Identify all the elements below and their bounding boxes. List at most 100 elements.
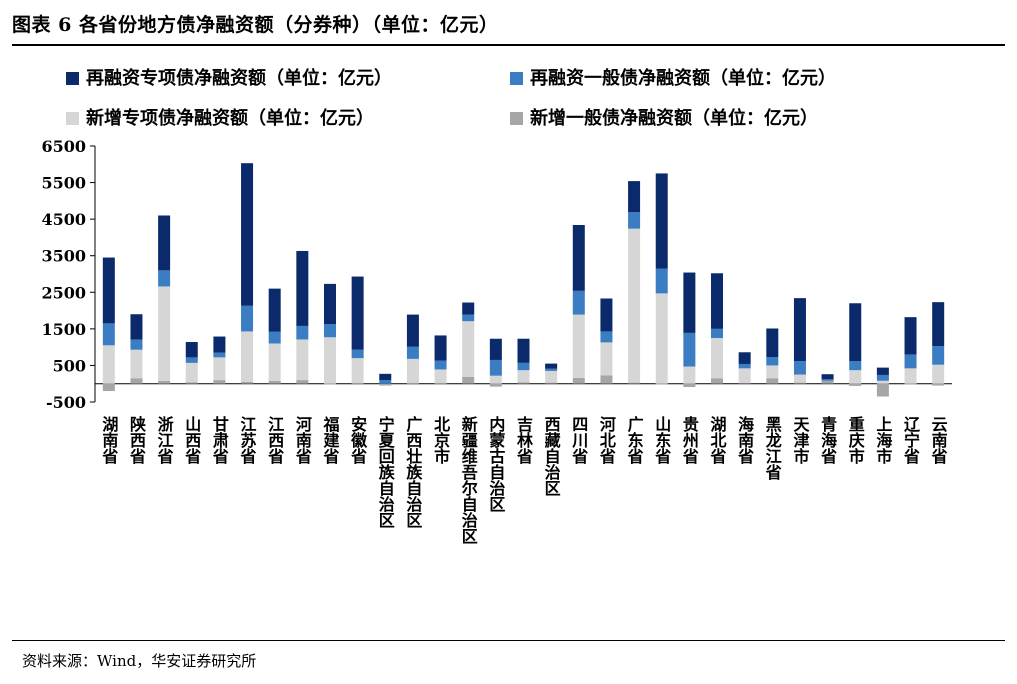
bar-segment xyxy=(379,380,392,384)
bar-segment xyxy=(849,303,862,362)
x-category-label: 山东省 xyxy=(652,416,672,465)
bar-segment xyxy=(434,369,447,384)
bar-segment xyxy=(904,383,917,385)
bar-segment xyxy=(462,314,475,322)
x-category-label: 上海市 xyxy=(873,416,892,465)
bar-segment xyxy=(158,380,171,384)
y-axis: 6500 5500 4500 3500 2500 1500 500 -500 xyxy=(41,137,96,412)
bar-segment xyxy=(213,336,226,353)
bar-segment xyxy=(268,288,281,332)
x-category-label: 西藏自治区 xyxy=(542,416,561,496)
source-note: 资料来源：Wind，华安证券研究所 xyxy=(22,652,257,670)
bar-area xyxy=(95,163,952,397)
bar-segment xyxy=(628,228,641,383)
y-tick-label: 3500 xyxy=(41,247,86,266)
x-category-label: 宁夏回族自治区 xyxy=(376,415,396,528)
bar-segment xyxy=(628,382,641,384)
bar-segment xyxy=(876,367,889,375)
bar-segment xyxy=(932,364,945,384)
bar-segment xyxy=(102,383,115,392)
y-tick-label: 1500 xyxy=(41,320,86,339)
bar-segment xyxy=(158,286,171,381)
x-category-label: 河北省 xyxy=(597,415,617,465)
bar-segment xyxy=(572,314,585,378)
bar-segment xyxy=(572,224,585,291)
bar-segment xyxy=(572,377,585,384)
bar-segment xyxy=(241,331,254,382)
bar-segment xyxy=(185,362,198,383)
bar-segment xyxy=(296,325,309,340)
x-category-label: 广东省 xyxy=(625,415,645,465)
bar-segment xyxy=(406,358,419,384)
bar-segment xyxy=(821,380,834,384)
bar-segment xyxy=(876,380,889,384)
bar-segment xyxy=(821,379,834,381)
bar-segment xyxy=(711,273,724,329)
bar-segment xyxy=(241,163,254,306)
bar-segment xyxy=(849,370,862,384)
bar-segment xyxy=(241,305,254,332)
bar-segment xyxy=(683,332,696,367)
bar-segment xyxy=(130,378,143,384)
x-category-label: 北京市 xyxy=(431,416,450,465)
bar-segment xyxy=(158,215,171,271)
bar-segment xyxy=(849,383,862,386)
bar-segment xyxy=(655,173,668,269)
x-category-label: 吉林省 xyxy=(514,415,534,465)
bar-segment xyxy=(517,370,530,383)
bar-segment xyxy=(683,366,696,384)
x-category-label: 天津市 xyxy=(790,416,809,465)
x-category-label: 贵州省 xyxy=(680,415,700,465)
bar-segment xyxy=(766,365,779,379)
chart-legend: 再融资专项债净融资额（单位：亿元） 再融资一般债净融资额（单位：亿元） 新增专项债净… xyxy=(66,67,836,129)
y-tick-label: -500 xyxy=(46,393,86,412)
stacked-bar-chart: 再融资专项债净融资额（单位：亿元） 再融资一般债净融资额（单位：亿元） 新增专项债净… xyxy=(41,67,952,544)
x-category-label: 重庆市 xyxy=(846,415,866,465)
bar-segment xyxy=(323,337,336,384)
bar-segment xyxy=(545,382,558,384)
bar-segment xyxy=(793,361,806,375)
bar-segment xyxy=(213,380,226,384)
bar-segment xyxy=(932,346,945,365)
legend-swatch xyxy=(510,72,523,85)
bar-segment xyxy=(434,335,447,361)
bar-segment xyxy=(545,370,558,383)
bar-segment xyxy=(572,290,585,315)
bar-segment xyxy=(462,376,475,384)
legend-label: 再融资一般债净融资额（单位：亿元） xyxy=(530,67,836,89)
bar-segment xyxy=(517,338,530,363)
bar-segment xyxy=(462,321,475,377)
x-category-label: 江西省 xyxy=(265,416,285,465)
bar-segment xyxy=(738,352,751,364)
x-category-label: 浙江省 xyxy=(155,415,175,465)
bar-segment xyxy=(876,374,889,381)
bar-segment xyxy=(932,302,945,347)
bar-segment xyxy=(379,373,392,381)
x-category-label: 山西省 xyxy=(182,416,202,465)
y-tick-label: 4500 xyxy=(41,210,86,229)
x-category-label: 湖北省 xyxy=(708,416,728,465)
legend-label: 新增一般债净融资额（单位：亿元） xyxy=(530,107,818,129)
bar-segment xyxy=(766,357,779,366)
y-tick-label: 500 xyxy=(53,356,86,375)
bar-segment xyxy=(683,272,696,333)
bar-segment xyxy=(268,380,281,384)
x-category-label: 广西壮族自治区 xyxy=(403,415,422,528)
bar-segment xyxy=(904,354,917,369)
bar-segment xyxy=(213,352,226,358)
bar-segment xyxy=(766,328,779,358)
bar-segment xyxy=(821,374,834,380)
bar-segment xyxy=(102,345,115,384)
bar-segment xyxy=(296,339,309,381)
bar-segment xyxy=(489,375,502,384)
y-tick-label: 5500 xyxy=(41,174,86,193)
bar-segment xyxy=(130,349,143,379)
bar-segment xyxy=(268,343,281,381)
x-category-label: 黑龙江省 xyxy=(763,416,783,481)
legend-label: 再融资专项债净融资额（单位：亿元） xyxy=(86,67,392,89)
x-category-label: 甘肃省 xyxy=(210,416,230,465)
x-category-label: 海南省 xyxy=(735,415,755,465)
bar-segment xyxy=(628,212,641,229)
bar-segment xyxy=(711,328,724,338)
bar-segment xyxy=(323,283,336,325)
